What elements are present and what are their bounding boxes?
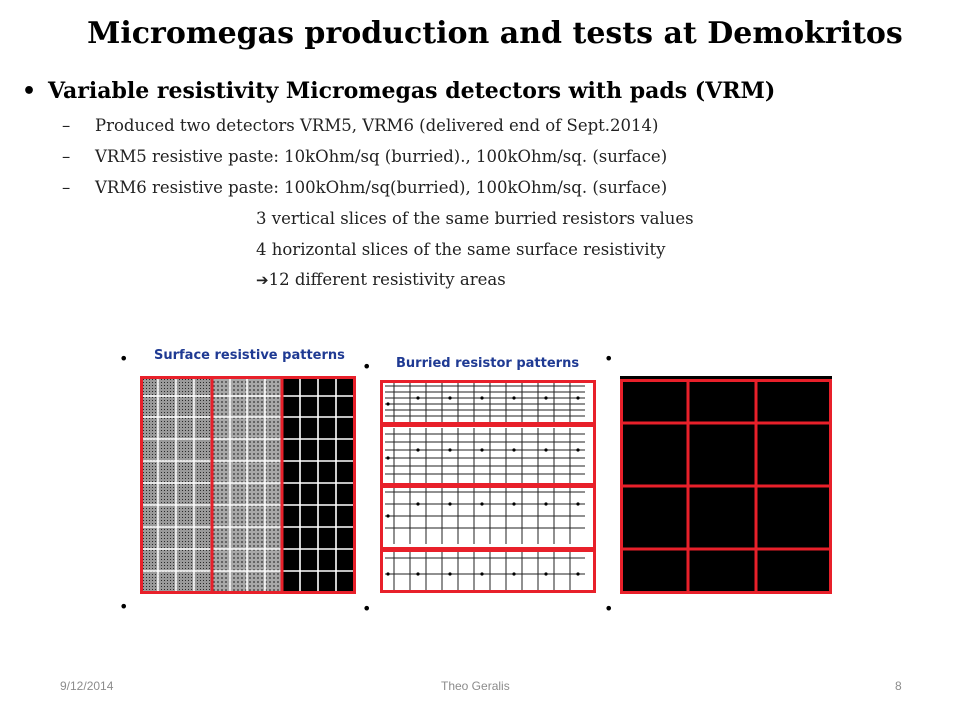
bullet-icon: • <box>362 599 372 618</box>
note-vertical-slices: 3 vertical slices of the same burried re… <box>256 209 694 228</box>
dash-icon: – <box>62 178 71 197</box>
main-bullet: • Variable resistivity Micromegas detecto… <box>22 78 775 104</box>
bullet-icon: • <box>119 349 129 368</box>
main-bullet-text: Variable resistivity Micromegas detector… <box>48 78 776 104</box>
burried-pattern-image <box>380 380 598 594</box>
note-horizontal-slices: 4 horizontal slices of the same surface … <box>256 240 666 259</box>
note-resistivity-areas: ➔12 different resistivity areas <box>256 270 506 289</box>
bullet-icon: • <box>604 599 614 618</box>
sub-bullet-3: – VRM6 resistive paste: 100kOhm/sq(burrie… <box>62 178 668 197</box>
arrow-icon: ➔ <box>256 271 269 289</box>
surface-patterns-label: Surface resistive patterns <box>154 348 345 363</box>
bullet-icon: • <box>22 79 37 104</box>
dash-icon: – <box>62 147 71 166</box>
footer-date: 9/12/2014 <box>60 679 114 693</box>
bullet-icon: • <box>604 349 614 368</box>
bullet-icon: • <box>119 597 129 616</box>
resistivity-areas-image <box>620 376 832 594</box>
sub-bullet-1: – Produced two detectors VRM5, VRM6 (deli… <box>62 116 659 135</box>
burried-patterns-label: Burried resistor patterns <box>396 356 580 371</box>
dash-icon: – <box>62 116 71 135</box>
footer-page-number: 8 <box>895 679 902 693</box>
sub-bullet-2: – VRM5 resistive paste: 10kOhm/sq (burrie… <box>62 147 668 166</box>
slide-title: Micromegas production and tests at Demok… <box>87 16 903 51</box>
bullet-icon: • <box>362 357 372 376</box>
surface-pattern-image <box>140 376 356 594</box>
footer-author: Theo Geralis <box>441 679 510 693</box>
